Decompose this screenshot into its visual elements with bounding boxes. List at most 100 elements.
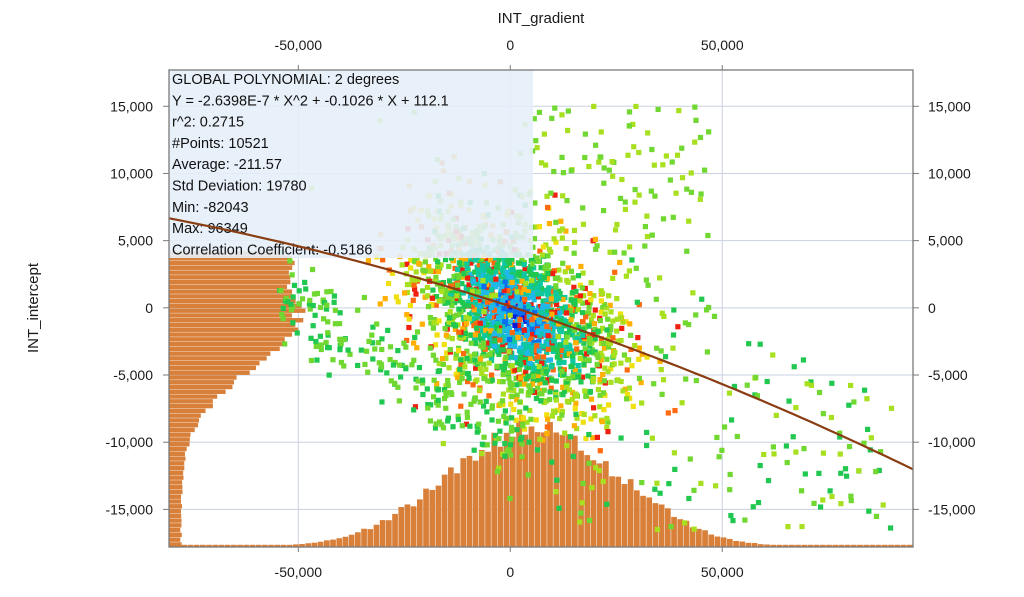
x-histogram-bar <box>534 432 541 547</box>
scatter-point <box>387 356 393 363</box>
scatter-point <box>509 336 515 342</box>
scatter-point <box>509 257 515 263</box>
scatter-point <box>633 265 639 271</box>
scatter-point <box>476 263 482 269</box>
scatter-point <box>337 310 343 316</box>
y-histogram-bar <box>169 384 233 390</box>
x-histogram-bar <box>559 434 566 547</box>
scatter-point <box>554 309 560 315</box>
scatter-point <box>531 310 538 316</box>
scatter-point <box>528 264 534 270</box>
scatter-point <box>657 358 663 364</box>
scatter-point <box>482 278 489 284</box>
scatter-point <box>564 334 570 340</box>
scatter-point <box>798 488 805 494</box>
scatter-point <box>575 362 581 369</box>
scatter-point <box>397 374 404 380</box>
scatter-point <box>582 154 588 161</box>
scatter-point <box>337 336 343 342</box>
scatter-point <box>600 207 607 214</box>
x-histogram-bar <box>615 476 622 547</box>
scatter-point <box>591 103 597 110</box>
scatter-point <box>540 252 546 258</box>
scatter-point <box>551 268 558 274</box>
scatter-point <box>530 253 536 260</box>
scatter-point <box>525 472 531 478</box>
scatter-point <box>482 305 488 311</box>
scatter-point <box>612 349 618 356</box>
scatter-point <box>526 314 532 320</box>
scatter-point <box>473 317 479 323</box>
scatter-point <box>317 333 324 339</box>
scatter-point <box>505 330 511 337</box>
statistics-box: GLOBAL POLYNOMIAL: 2 degrees Y = -2.6398E… <box>169 70 533 258</box>
scatter-point <box>559 112 565 118</box>
scatter-point <box>576 368 582 374</box>
scatter-point <box>432 278 438 284</box>
scatter-point <box>459 280 465 287</box>
scatter-point <box>728 417 735 423</box>
scatter-point <box>555 347 561 353</box>
scatter-point <box>617 195 624 202</box>
scatter-point <box>644 429 650 436</box>
x-histogram-bar <box>627 479 634 547</box>
scatter-point <box>790 434 796 440</box>
y-histogram-bar <box>169 337 285 342</box>
scatter-point <box>476 421 482 427</box>
scatter-point <box>558 318 564 324</box>
scatter-point <box>565 108 571 114</box>
x-histogram-bar <box>485 451 491 547</box>
scatter-point <box>459 255 465 262</box>
x-histogram-bar <box>596 463 603 547</box>
scatter-point <box>450 288 456 295</box>
scatter-point <box>567 307 573 313</box>
scatter-point <box>529 277 535 284</box>
y-tick-label-left: 0 <box>145 300 153 316</box>
scatter-point <box>564 398 571 404</box>
scatter-point <box>574 425 580 432</box>
scatter-point <box>624 367 630 373</box>
axis-ticks: -50,000 -50,000 0 0 50,000 50,000 15,000 15,000… <box>106 37 976 580</box>
scatter-point <box>435 402 441 408</box>
scatter-point <box>721 424 728 430</box>
scatter-point <box>793 449 799 455</box>
x-tick-label-bottom: 50,000 <box>701 564 744 580</box>
scatter-point <box>569 313 575 319</box>
scatter-point <box>586 431 592 438</box>
scatter-point <box>563 349 569 355</box>
scatter-point <box>560 260 566 266</box>
scatter-point <box>447 283 454 289</box>
scatter-point <box>529 261 536 267</box>
x-histogram-bar <box>379 520 386 547</box>
scatter-point <box>591 321 598 327</box>
scatter-point <box>539 364 545 370</box>
scatter-point <box>671 307 677 313</box>
scatter-point <box>379 336 385 342</box>
scatter-point <box>597 392 603 398</box>
scatter-point <box>716 454 722 460</box>
scatter-point <box>499 303 506 309</box>
scatter-point <box>564 384 570 390</box>
scatter-point <box>636 345 642 351</box>
scatter-point <box>558 218 564 224</box>
scatter-point <box>667 177 673 183</box>
scatter-point <box>551 236 557 242</box>
scatter-point <box>626 385 633 391</box>
scatter-point <box>445 377 451 384</box>
scatter-point <box>537 248 543 254</box>
scatter-point <box>313 343 319 349</box>
x-histogram-bar <box>274 544 281 547</box>
scatter-point <box>466 375 472 381</box>
scatter-point <box>528 416 534 422</box>
scatter-point <box>649 435 656 441</box>
x-histogram-bar <box>367 529 374 547</box>
scatter-point <box>503 354 509 360</box>
scatter-point <box>416 260 422 267</box>
scatter-point <box>347 351 353 357</box>
scatter-point <box>574 336 580 342</box>
scatter-point <box>428 402 434 408</box>
scatter-point <box>614 295 620 302</box>
y-histogram-bar <box>169 456 186 461</box>
scatter-point <box>553 391 559 398</box>
scatter-point <box>573 411 579 417</box>
